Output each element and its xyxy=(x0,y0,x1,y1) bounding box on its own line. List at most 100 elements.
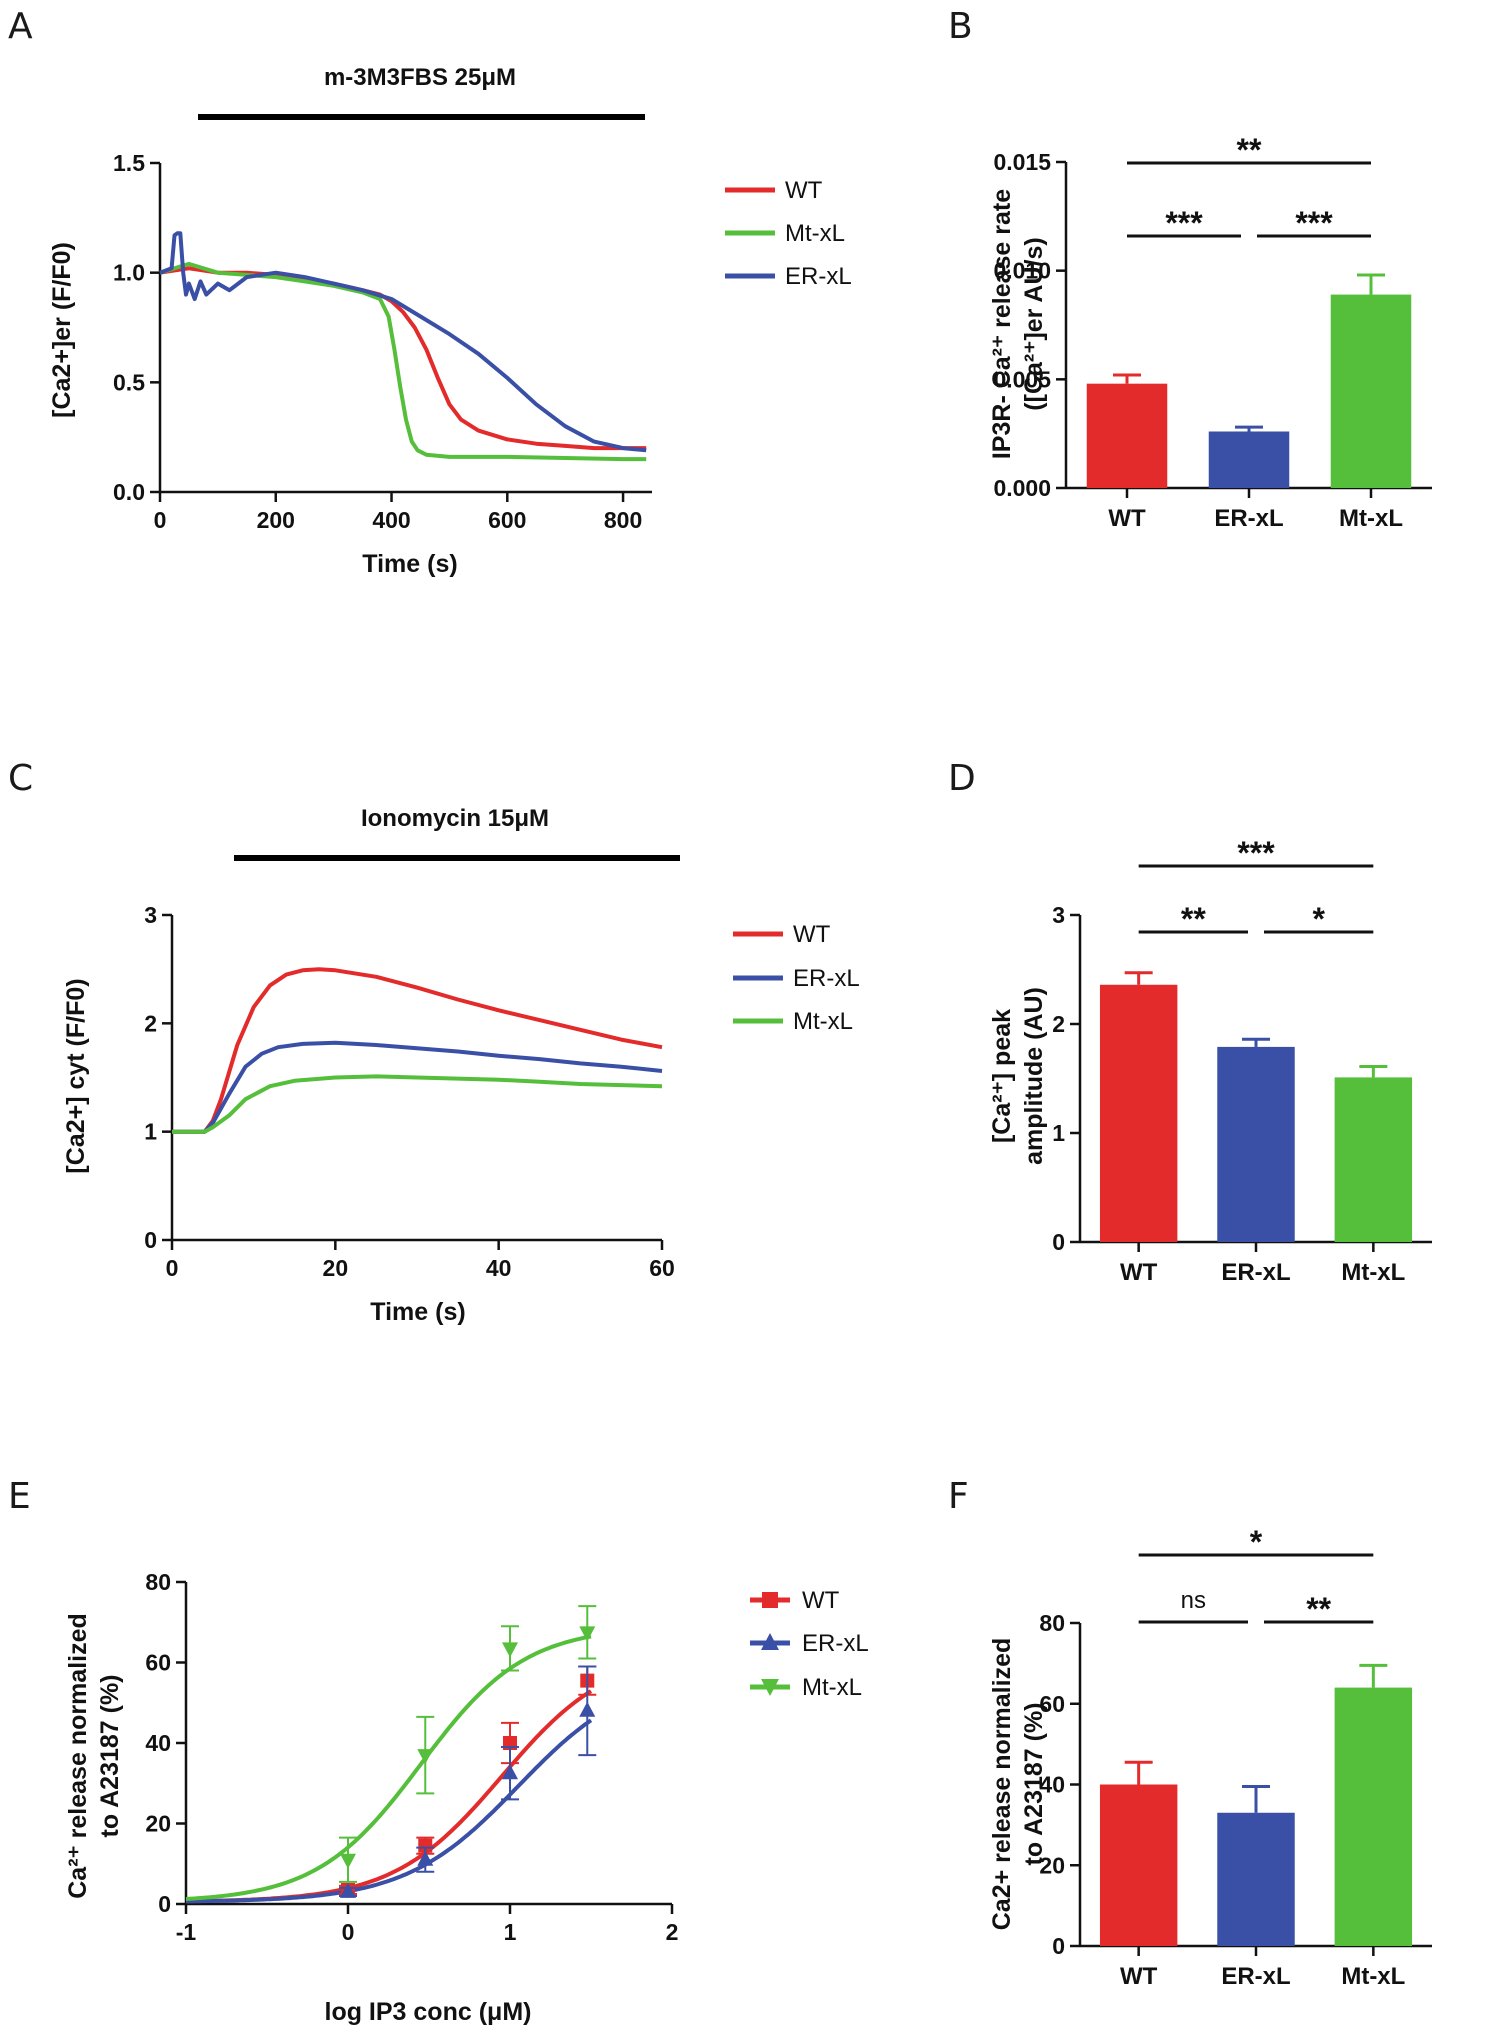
bar-er-xl xyxy=(1217,1812,1295,1946)
x-tick-label: 200 xyxy=(257,507,295,533)
category-label: WT xyxy=(1120,1963,1158,1990)
y-tick-label: 20 xyxy=(1039,1852,1065,1878)
plot-area-a: 0.0 0.5 1.0 1.5 0 200 400 600 800 xyxy=(113,150,652,533)
legend-label-a-2: ER-xL xyxy=(785,263,852,290)
y-tick-label: 80 xyxy=(145,1569,171,1595)
panel-f: Ca2+ release normalized to A23187 (%) 0 2… xyxy=(988,1524,1432,1990)
legend-c: WT ER-xL Mt-xL xyxy=(733,921,860,1035)
significance-label: * xyxy=(1250,1524,1263,1560)
y-axis-label-f-line1: Ca2+ release normalized xyxy=(988,1638,1016,1931)
bar-er-xl xyxy=(1217,1046,1295,1242)
panel-label-c: C xyxy=(8,758,33,799)
bar-wt xyxy=(1099,984,1178,1242)
y-axis-label-e-line1: Ca²⁺ release normalized xyxy=(64,1613,92,1899)
panel-b: IP3R- Ca²⁺ release rate ([Ca²⁺]er AU/s) … xyxy=(988,132,1432,532)
y-tick-label: 3 xyxy=(144,902,157,928)
data-point-er-xl xyxy=(502,1764,518,1780)
panel-d: [Ca²⁺] peak amplitude (AU) 0 1 2 3 WT ER-xL Mt… xyxy=(988,835,1432,1286)
y-tick-label: 1.0 xyxy=(113,260,145,286)
significance-label: *** xyxy=(1237,835,1275,871)
legend-label-e-2: Mt-xL xyxy=(802,1674,862,1701)
treatment-label-a: m-3M3FBS 25μM xyxy=(324,64,516,91)
y-tick-label: 1 xyxy=(1052,1120,1065,1146)
category-label: ER-xL xyxy=(1221,1259,1290,1286)
series-line-wt xyxy=(172,967,663,1134)
panel-label-f: F xyxy=(948,1476,969,1517)
data-point-er-xl xyxy=(579,1701,596,1717)
panel-label-a: A xyxy=(8,6,33,47)
legend-label-a-0: WT xyxy=(785,177,823,204)
bar-wt xyxy=(1099,1784,1178,1946)
category-label: ER-xL xyxy=(1214,505,1283,532)
x-tick-label: 20 xyxy=(323,1255,349,1281)
significance-label: * xyxy=(1312,901,1325,937)
y-tick-label: 1.5 xyxy=(113,150,145,176)
legend-label-c-0: WT xyxy=(793,921,831,948)
x-tick-label: 1 xyxy=(504,1919,517,1945)
category-label: Mt-xL xyxy=(1341,1259,1405,1286)
category-label: Mt-xL xyxy=(1339,505,1403,532)
y-axis-label-d-line2: amplitude (AU) xyxy=(1020,987,1048,1165)
treatment-label-c: Ionomycin 15μM xyxy=(361,805,549,832)
significance-label: ** xyxy=(1237,132,1262,168)
x-axis-label-a: Time (s) xyxy=(362,550,457,578)
series-line-mt-xl xyxy=(172,1074,663,1134)
y-tick-label: 2 xyxy=(144,1010,157,1036)
legend-label-e-0: WT xyxy=(802,1587,840,1614)
y-tick-label: 0.5 xyxy=(113,369,145,395)
fit-curve-mt-xl xyxy=(185,1634,592,1901)
y-axis-label-e-line2: to A23187 (%) xyxy=(96,1674,124,1837)
data-point-wt xyxy=(418,1838,433,1853)
y-tick-label: 40 xyxy=(145,1730,171,1756)
legend-marker-e-2 xyxy=(761,1679,779,1696)
category-label: ER-xL xyxy=(1221,1963,1290,1990)
y-tick-label: 80 xyxy=(1039,1610,1065,1636)
x-tick-label: 60 xyxy=(649,1255,675,1281)
x-axis-label-e: log IP3 conc (μM) xyxy=(325,1998,532,2026)
category-label: Mt-xL xyxy=(1341,1963,1405,1990)
fit-curve-er-xl xyxy=(185,1718,593,1904)
data-point-er-xl xyxy=(340,1882,356,1898)
bar-er-xl xyxy=(1208,431,1290,488)
y-axis-label-d-line1: [Ca²⁺] peak xyxy=(988,1009,1016,1143)
legend-e: WT ER-xL Mt-xL xyxy=(750,1587,869,1701)
x-tick-label: 2 xyxy=(666,1919,679,1945)
significance-label: ** xyxy=(1306,1591,1331,1627)
y-tick-label: 0 xyxy=(1052,1933,1065,1959)
panel-label-e: E xyxy=(8,1476,31,1517)
y-tick-label: 1 xyxy=(144,1119,157,1145)
series-line-er-xl xyxy=(159,231,647,453)
y-tick-label: 0.0 xyxy=(113,479,145,505)
x-tick-label: 0 xyxy=(166,1255,179,1281)
y-axis-label-f-line2: to A23187 (%) xyxy=(1020,1702,1048,1865)
y-tick-label: 0.000 xyxy=(993,475,1051,501)
series-line-er-xl xyxy=(172,1040,663,1134)
x-tick-label: 40 xyxy=(486,1255,512,1281)
data-point-mt-xl xyxy=(502,1642,518,1658)
legend-label-c-1: ER-xL xyxy=(793,965,860,992)
y-tick-label: 20 xyxy=(145,1811,171,1837)
significance-label: ** xyxy=(1181,901,1206,937)
plot-area-c: 0 1 2 3 0 20 40 60 xyxy=(144,902,675,1281)
legend-label-a-1: Mt-xL xyxy=(785,220,845,247)
legend-a: WT Mt-xL ER-xL xyxy=(725,177,852,290)
y-axis-label-a: [Ca2+]er (F/F0) xyxy=(48,242,76,418)
x-tick-label: 600 xyxy=(488,507,526,533)
x-tick-label: -1 xyxy=(176,1919,197,1945)
y-axis-label-b-line1: IP3R- Ca²⁺ release rate xyxy=(988,189,1016,459)
y-tick-label: 0.015 xyxy=(993,149,1051,175)
y-tick-label: 0.005 xyxy=(993,366,1051,392)
y-tick-label: 0 xyxy=(144,1227,157,1253)
x-tick-label: 0 xyxy=(154,507,167,533)
x-axis-label-c: Time (s) xyxy=(370,1298,465,1326)
panel-a: m-3M3FBS 25μM Time (s) [Ca2+]er (F/F0) 0… xyxy=(48,64,852,578)
y-tick-label: 3 xyxy=(1052,902,1065,928)
legend-marker-e-1 xyxy=(761,1633,779,1650)
significance-label: ns xyxy=(1181,1587,1206,1614)
y-tick-label: 40 xyxy=(1039,1772,1065,1798)
category-label: WT xyxy=(1120,1259,1158,1286)
